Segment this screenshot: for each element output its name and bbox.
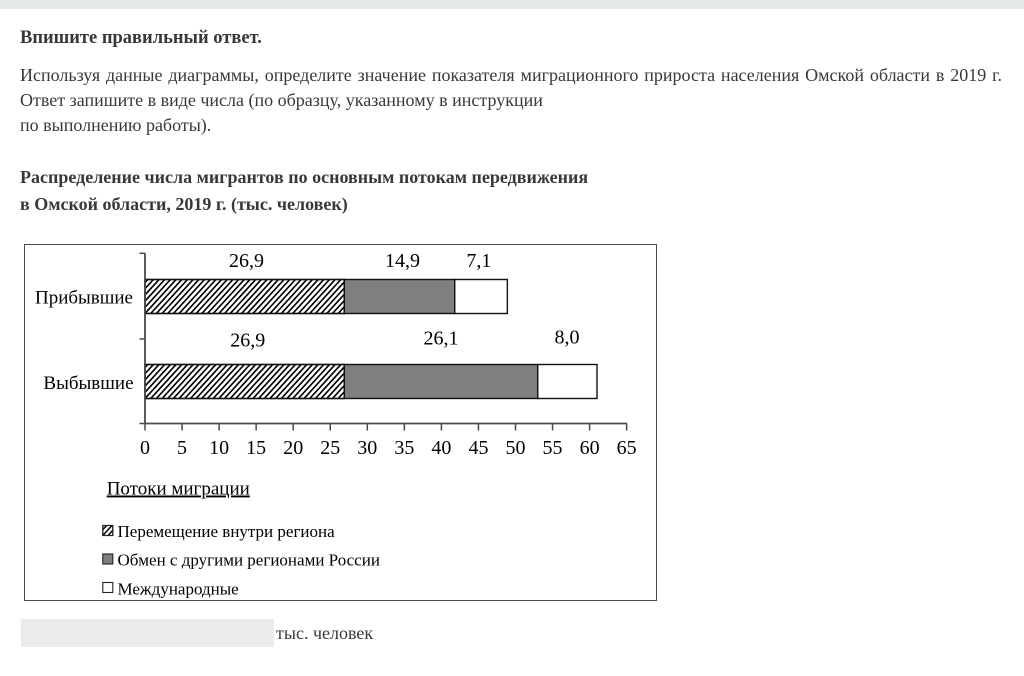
svg-text:7,1: 7,1 [466, 250, 491, 272]
svg-text:26,9: 26,9 [230, 329, 265, 351]
svg-text:8,0: 8,0 [555, 327, 580, 349]
svg-text:55: 55 [543, 437, 563, 459]
svg-text:Выбывшие: Выбывшие [43, 373, 133, 394]
svg-text:Прибывшие: Прибывшие [35, 288, 133, 309]
svg-text:60: 60 [580, 437, 600, 459]
svg-text:Перемещение внутри региона: Перемещение внутри региона [118, 522, 336, 541]
svg-text:14,9: 14,9 [385, 250, 420, 272]
svg-text:50: 50 [506, 437, 526, 459]
svg-text:30: 30 [357, 437, 377, 459]
svg-text:35: 35 [394, 437, 414, 459]
svg-text:15: 15 [246, 437, 266, 459]
svg-text:20: 20 [283, 437, 303, 459]
svg-text:5: 5 [177, 437, 187, 459]
svg-text:65: 65 [617, 437, 637, 459]
svg-text:0: 0 [140, 437, 150, 459]
svg-text:40: 40 [431, 437, 451, 459]
svg-text:26,9: 26,9 [229, 250, 264, 272]
svg-text:10: 10 [209, 437, 229, 459]
svg-text:Обмен с другими регионами Росс: Обмен с другими регионами России [118, 550, 380, 569]
svg-text:25: 25 [320, 437, 340, 459]
svg-text:Потоки миграции: Потоки миграции [107, 479, 250, 500]
svg-text:Международные: Международные [118, 579, 239, 598]
svg-text:45: 45 [468, 437, 488, 459]
svg-text:26,1: 26,1 [424, 328, 459, 350]
